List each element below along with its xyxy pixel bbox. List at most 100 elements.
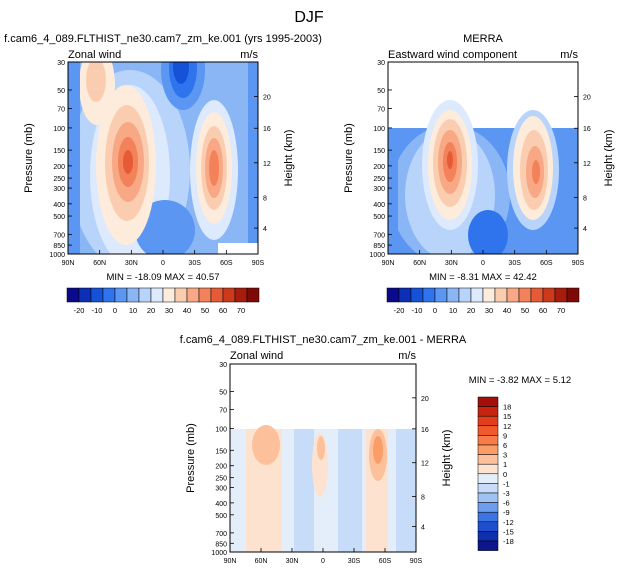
panel-diff: f.cam6_4_089.FLTHIST_ne30.cam7_zm_ke.001… (180, 334, 571, 565)
colorbar-label: 20 (147, 306, 155, 315)
colorbar-swatch (222, 287, 236, 303)
pressure-tick-label: 700 (53, 232, 65, 239)
pressure-tick-label: 250 (373, 176, 385, 183)
panel-model: f.cam6_4_089.FLTHIST_ne30.cam7_zm_ke.001… (4, 33, 322, 315)
colorbar-swatch (174, 287, 188, 303)
height-tick-label: 8 (583, 195, 587, 202)
height-tick-label: 8 (263, 195, 267, 202)
colorbar-swatch (66, 287, 80, 303)
pressure-tick-label: 500 (215, 513, 227, 520)
colorbar-swatch (477, 425, 499, 436)
colorbar-label: 10 (129, 306, 137, 315)
pressure-tick-label: 400 (215, 501, 227, 508)
diff-sh-positive-core-2 (373, 436, 383, 464)
panel-diff-title: f.cam6_4_089.FLTHIST_ne30.cam7_zm_ke.001… (180, 334, 467, 346)
colorbar-swatch (398, 287, 412, 303)
colorbar-swatch (566, 287, 580, 303)
colorbar-swatch (386, 287, 400, 303)
lat-tick-label: 30N (286, 558, 299, 565)
colorbar-label: -20 (394, 306, 405, 315)
colorbar-swatch (234, 287, 248, 303)
colorbar-label: -3 (503, 489, 510, 498)
lat-tick-label: 90S (572, 260, 585, 267)
colorbar-label: 50 (201, 306, 209, 315)
panel-merra-stats: MIN = -8.31 MAX = 42.42 (429, 272, 537, 283)
colorbar-swatch (78, 287, 92, 303)
colorbar-label: 60 (539, 306, 547, 315)
colorbar-label: 9 (503, 431, 507, 440)
height-tick-label: 12 (583, 161, 591, 168)
panel-model-subtitle-left: Zonal wind (68, 49, 121, 61)
colorbar-label: 30 (485, 306, 493, 315)
colorbar-swatch (477, 454, 499, 465)
panel-merra-ylabel-right: Height (km) (603, 130, 615, 187)
model-sh-polar (248, 62, 258, 254)
model-nh-jet-4 (123, 150, 133, 174)
pressure-tick-label: 50 (377, 88, 385, 95)
height-tick-label: 16 (263, 126, 271, 133)
panel-model-title: f.cam6_4_089.FLTHIST_ne30.cam7_zm_ke.001… (4, 33, 322, 45)
panel-model-ylabel-right: Height (km) (283, 130, 295, 187)
height-tick-label: 4 (421, 525, 425, 532)
colorbar-swatch (506, 287, 520, 303)
model-sh-jet-4 (209, 150, 219, 186)
colorbar-label: 20 (467, 306, 475, 315)
panel-merra-subtitle-left: Eastward wind component (388, 49, 517, 61)
lat-tick-label: 30S (348, 558, 361, 565)
colorbar-swatch (494, 287, 508, 303)
lat-tick-label: 90S (252, 260, 265, 267)
pressure-tick-label: 70 (377, 106, 385, 113)
colorbar-swatch (434, 287, 448, 303)
colorbar-swatch (477, 406, 499, 417)
colorbar-swatch (186, 287, 200, 303)
panel-diff-ylabel: Pressure (mb) (185, 423, 197, 493)
colorbar-label: 0 (113, 306, 117, 315)
colorbar-label: 12 (503, 422, 511, 431)
height-tick-label: 20 (583, 95, 591, 102)
merra-sh-jet-4 (532, 160, 540, 184)
lat-tick-label: 30N (445, 260, 458, 267)
diff-equator-positive-core (317, 436, 325, 460)
panel-diff-subtitle-right: m/s (398, 350, 416, 362)
diff-tropics-light (294, 429, 314, 552)
pressure-tick-label: 700 (373, 232, 385, 239)
colorbar-label: -10 (412, 306, 423, 315)
lat-tick-label: 60S (379, 558, 392, 565)
pressure-tick-label: 200 (373, 164, 385, 171)
lat-tick-label: 90N (224, 558, 237, 565)
colorbar-label: 3 (503, 451, 507, 460)
colorbar-swatch (530, 287, 544, 303)
height-tick-label: 16 (583, 126, 591, 133)
pressure-tick-label: 50 (219, 389, 227, 396)
panel-merra-title: MERRA (463, 33, 503, 45)
panel-merra-colorbar: -20 -10 0 10 20 30 40 50 60 70 (386, 287, 580, 315)
pressure-tick-label: 30 (219, 362, 227, 369)
pressure-tick-label: 500 (373, 214, 385, 221)
merra-trop-easterly (468, 210, 508, 254)
colorbar-label: -1 (503, 479, 510, 488)
panel-model-ylabel: Pressure (mb) (23, 123, 35, 193)
pressure-tick-label: 70 (57, 106, 65, 113)
colorbar-label: 70 (557, 306, 565, 315)
colorbar-swatch (477, 531, 499, 542)
colorbar-label: 0 (503, 470, 507, 479)
pressure-tick-label: 300 (53, 186, 65, 193)
pressure-tick-label: 150 (215, 448, 227, 455)
panel-diff-stats: MIN = -3.82 MAX = 5.12 (469, 375, 571, 386)
merra-nh-jet-5 (447, 151, 453, 169)
model-easterly-core-3 (173, 62, 189, 84)
colorbar-swatch (410, 287, 424, 303)
figure-title: DJF (294, 9, 324, 26)
colorbar-swatch (162, 287, 176, 303)
merra-nh-polar (388, 128, 398, 254)
colorbar-swatch (246, 287, 260, 303)
colorbar-label: 40 (503, 306, 511, 315)
colorbar-swatch (542, 287, 556, 303)
panel-merra-ylabel: Pressure (mb) (343, 123, 355, 193)
colorbar-swatch (470, 287, 484, 303)
lat-tick-label: 90N (62, 260, 75, 267)
colorbar-label: -20 (74, 306, 85, 315)
height-tick-label: 4 (583, 226, 587, 233)
